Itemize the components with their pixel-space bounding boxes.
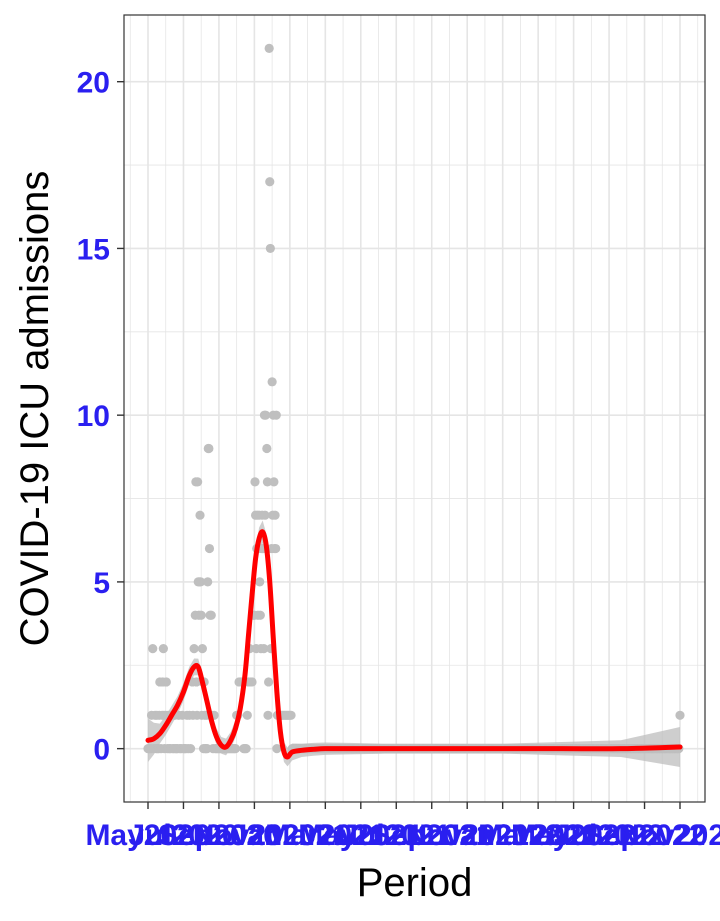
x-tick-label: Nov2021 <box>405 819 528 852</box>
x-tick-label: May2020 <box>85 819 210 852</box>
y-tick-label: 10 <box>77 400 110 433</box>
data-point <box>203 577 213 587</box>
x-tick-label: Sep2020 <box>158 819 280 852</box>
data-point <box>161 677 171 687</box>
x-tick-label: Sep2021 <box>371 819 493 852</box>
data-point <box>195 510 205 520</box>
x-tick-label: May2022 <box>511 819 636 852</box>
y-tick-label: 15 <box>77 233 110 266</box>
y-tick-label: 20 <box>77 67 110 100</box>
y-tick-label: 0 <box>93 734 110 767</box>
data-point <box>270 510 280 520</box>
panel-border <box>123 14 706 803</box>
data-point <box>265 177 275 187</box>
data-point <box>267 377 277 387</box>
y-axis: 0 5 10 15 20 <box>77 67 124 767</box>
x-axis: May2020Jul2020Sep2020Nov2020Jan2021Mar20… <box>85 802 720 852</box>
data-point <box>675 710 685 720</box>
x-tick-label: Jan2021 <box>231 819 349 852</box>
confidence-ribbon <box>148 520 680 767</box>
data-point <box>262 477 273 487</box>
smooth-line <box>145 529 683 760</box>
x-axis-title: Period <box>357 861 473 905</box>
data-point <box>264 43 274 53</box>
x-tick-label: Mar2021 <box>265 819 385 852</box>
x-tick-label: Jan2022 <box>443 819 561 852</box>
data-point <box>242 710 252 720</box>
data-point <box>272 744 282 754</box>
data-point <box>263 677 274 687</box>
smooth-curve <box>145 529 683 760</box>
data-point <box>262 443 272 454</box>
data-point <box>269 477 279 487</box>
data-point <box>204 543 215 554</box>
data-point <box>271 543 281 554</box>
data-point <box>255 577 265 587</box>
data-point <box>204 443 214 454</box>
grid <box>124 15 705 802</box>
data-point <box>247 677 257 687</box>
data-point <box>189 644 199 654</box>
y-axis-title: COVID-19 ICU admissions <box>13 171 57 647</box>
data-point <box>158 644 168 654</box>
data-point <box>191 677 202 687</box>
data-point <box>185 744 196 754</box>
data-point <box>196 577 206 587</box>
x-tick-label: Jul2022 <box>554 819 664 852</box>
data-point <box>148 644 158 654</box>
x-tick-label: Sep2022 <box>584 819 706 852</box>
data-point <box>260 510 270 520</box>
data-point <box>206 610 216 620</box>
data-point <box>196 610 206 620</box>
data-point <box>263 710 273 720</box>
x-tick-label: Nov2022 <box>618 819 720 852</box>
data-point <box>271 410 281 420</box>
data-point <box>197 644 207 654</box>
data-point <box>250 477 260 487</box>
data-point <box>261 410 271 420</box>
x-tick-label: May2021 <box>298 819 423 852</box>
data-point <box>230 744 241 754</box>
confidence-band <box>148 520 680 767</box>
data-point <box>255 610 265 620</box>
y-tick-label: 5 <box>93 567 110 600</box>
data-point <box>259 644 269 654</box>
data-point <box>265 243 275 254</box>
data-point <box>193 477 203 487</box>
x-tick-label: Jul2020 <box>128 819 238 852</box>
x-tick-label: Jul2021 <box>341 819 451 852</box>
x-tick-label: Mar2022 <box>478 819 598 852</box>
data-point <box>241 744 251 754</box>
x-tick-label: Nov2020 <box>193 819 316 852</box>
data-point <box>286 710 296 720</box>
